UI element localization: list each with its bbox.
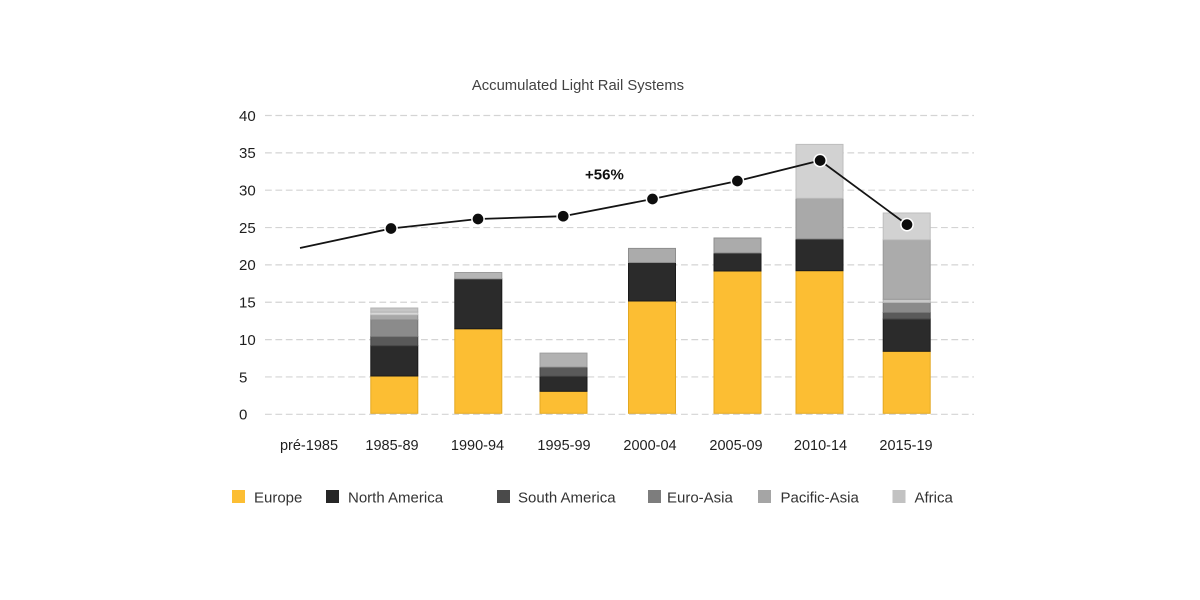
svg-text:5: 5 <box>239 369 247 386</box>
svg-text:2005-09: 2005-09 <box>709 438 762 454</box>
svg-text:1995-99: 1995-99 <box>537 438 590 454</box>
svg-text:35: 35 <box>239 145 256 162</box>
svg-text:Euro-Asia: Euro-Asia <box>667 490 734 507</box>
svg-text:South America: South America <box>518 490 616 507</box>
svg-text:20: 20 <box>239 257 256 274</box>
svg-text:25: 25 <box>239 220 256 237</box>
svg-text:2015-19: 2015-19 <box>879 438 932 454</box>
svg-text:1985-89: 1985-89 <box>365 438 418 454</box>
svg-text:pré-1985: pré-1985 <box>280 438 338 454</box>
svg-text:30: 30 <box>239 183 256 200</box>
svg-text:Europe: Europe <box>254 490 302 507</box>
svg-text:0: 0 <box>239 407 247 424</box>
svg-text:+56%: +56% <box>585 167 624 184</box>
svg-text:Pacific-Asia: Pacific-Asia <box>781 490 860 507</box>
svg-text:Africa: Africa <box>915 490 954 507</box>
svg-text:2000-04: 2000-04 <box>623 438 676 454</box>
svg-text:40: 40 <box>239 108 256 125</box>
svg-text:North America: North America <box>348 490 444 507</box>
svg-text:15: 15 <box>239 295 256 312</box>
svg-text:2010-14: 2010-14 <box>794 438 847 454</box>
svg-text:Accumulated Light Rail Systems: Accumulated Light Rail Systems <box>472 78 684 94</box>
svg-text:10: 10 <box>239 332 256 349</box>
svg-text:1990-94: 1990-94 <box>451 438 504 454</box>
